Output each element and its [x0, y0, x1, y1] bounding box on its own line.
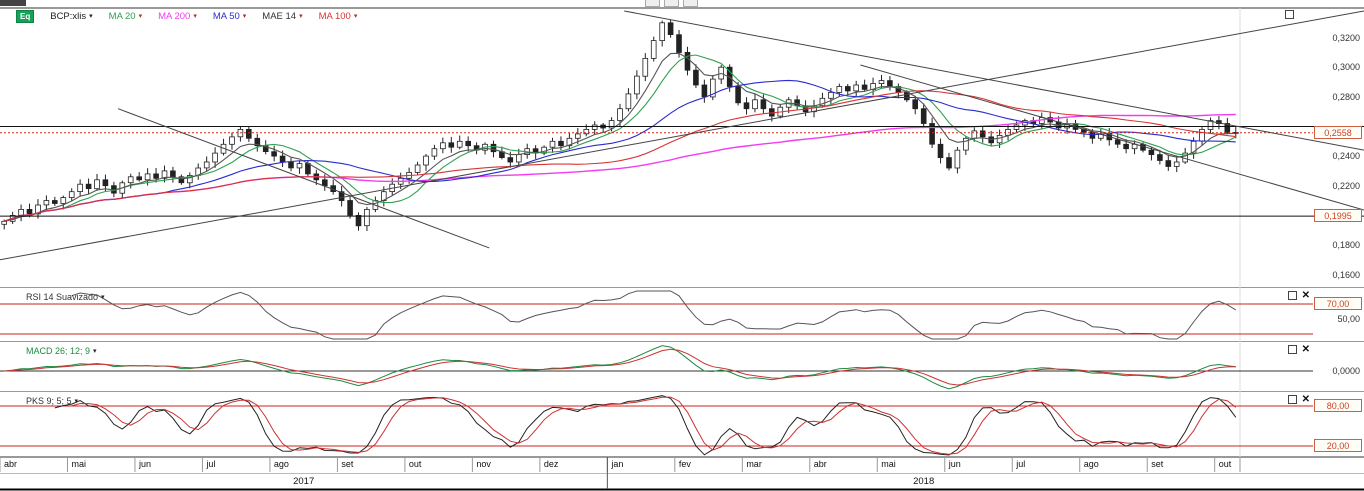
month-label: fev	[678, 459, 691, 469]
chart-legend: Eq BCP:xlis ▾ MA 20 ▾ MA 200 ▾ MA 50 ▾ MAE 14 ▾…	[16, 10, 357, 23]
price-panel-controls	[1285, 10, 1294, 19]
price-tick-label: 0,2200	[1332, 180, 1360, 191]
month-label: jul	[206, 459, 216, 469]
legend-ma-label: MA 200	[158, 11, 191, 22]
price-tick-label: 0,1600	[1332, 269, 1360, 280]
pks-panel-title[interactable]: PKS 9; 5; 5 ▾	[26, 396, 78, 406]
month-label: abr	[4, 459, 18, 469]
month-label: jun	[948, 459, 961, 469]
month-label: nov	[476, 459, 491, 469]
maximize-icon[interactable]	[1287, 291, 1297, 300]
chevron-down-icon: ▾	[193, 13, 197, 20]
symbol-label: BCP:xlis	[50, 11, 87, 22]
legend-ma-50[interactable]: MA 50 ▾	[213, 11, 246, 22]
close-icon[interactable]: ✕	[1301, 344, 1310, 355]
macd-panel-controls: ✕	[1287, 344, 1310, 355]
year-label: 2018	[913, 476, 935, 487]
close-icon[interactable]: ✕	[1301, 290, 1310, 301]
maximize-icon[interactable]	[1287, 345, 1297, 354]
legend-mae-14[interactable]: MAE 14 ▾	[262, 11, 302, 22]
chevron-down-icon: ▾	[138, 13, 143, 20]
rsi-upper-level-label: 70,00	[1314, 297, 1362, 310]
price-chart-canvas[interactable]	[0, 10, 1364, 261]
toolbar-icon[interactable]	[645, 0, 660, 7]
macd-panel-title[interactable]: MACD 26; 12; 9 ▾	[26, 346, 97, 356]
chevron-down-icon: ▾	[93, 347, 97, 355]
month-label: mar	[746, 459, 762, 469]
month-label: ago	[273, 459, 289, 469]
month-label: ago	[1083, 459, 1099, 469]
rsi-panel-title[interactable]: RSI 14 Suavizado ▾	[26, 292, 105, 302]
support-level-label: 0,1995	[1314, 209, 1362, 223]
legend-ma-label: MAE 14	[262, 11, 297, 22]
macd-zero-label: 0,0000	[1332, 366, 1360, 376]
month-label: set	[341, 459, 354, 469]
symbol-selector[interactable]: BCP:xlis ▾	[50, 11, 92, 22]
month-label: jun	[138, 459, 151, 469]
macd-panel-canvas[interactable]	[0, 345, 1313, 390]
rsi-panel-controls: ✕	[1287, 290, 1310, 301]
price-tick-label: 0,2400	[1332, 151, 1360, 162]
toolbar-icon[interactable]	[683, 0, 698, 7]
legend-ma-label: MA 50	[212, 11, 240, 22]
legend-ma-label: MA 20	[108, 11, 136, 22]
legend-ma-20[interactable]: MA 20 ▾	[109, 11, 142, 22]
price-tick-label: 0,1800	[1332, 239, 1360, 250]
maximize-icon[interactable]	[1287, 395, 1297, 404]
toolbar-fragment	[0, 0, 26, 6]
macd-title-label: MACD 26; 12; 9	[26, 346, 91, 356]
rsi-title-label: RSI 14 Suavizado	[26, 292, 99, 302]
price-tick-label: 0,3200	[1332, 32, 1360, 43]
chevron-down-icon: ▾	[74, 397, 79, 405]
close-icon[interactable]: ✕	[1301, 394, 1310, 405]
pks-panel-controls: ✕	[1287, 394, 1310, 405]
toolbar-icon[interactable]	[664, 0, 679, 7]
pks-panel-canvas[interactable]	[0, 395, 1313, 456]
rsi-panel-canvas[interactable]	[0, 290, 1313, 340]
rsi-mid-level-label: 50,00	[1337, 314, 1360, 324]
legend-ma-200[interactable]: MA 200 ▾	[158, 11, 197, 22]
maximize-icon[interactable]	[1285, 10, 1294, 19]
last-price-label: 0,2558	[1314, 125, 1362, 139]
chart-chrome	[0, 7, 1364, 491]
eq-badge: Eq	[16, 10, 35, 23]
chevron-down-icon: ▾	[101, 293, 105, 301]
price-tick-label: 0,3000	[1332, 62, 1360, 73]
chevron-down-icon: ▾	[242, 13, 247, 20]
month-label: abr	[813, 459, 827, 469]
month-label: mai	[71, 459, 86, 469]
month-label: jul	[1016, 459, 1026, 469]
month-label: dez	[543, 459, 559, 469]
month-label: set	[1151, 459, 1164, 469]
month-label: out	[1218, 459, 1232, 469]
legend-ma-label: MA 100	[318, 11, 351, 22]
pks-title-label: PKS 9; 5; 5	[26, 396, 72, 406]
chevron-down-icon: ▾	[299, 13, 303, 20]
month-label: out	[408, 459, 422, 469]
price-tick-label: 0,2800	[1332, 91, 1360, 102]
month-label: jan	[611, 459, 624, 469]
year-label: 2017	[293, 476, 315, 487]
month-label: mai	[881, 459, 896, 469]
pks-lower-level-label: 20,00	[1314, 439, 1362, 453]
time-axis[interactable]	[0, 457, 1241, 489]
pks-upper-level-label: 80,00	[1314, 399, 1362, 412]
chevron-down-icon: ▾	[89, 13, 93, 20]
legend-ma-100[interactable]: MA 100 ▾	[319, 11, 358, 22]
chevron-down-icon: ▾	[353, 13, 358, 20]
